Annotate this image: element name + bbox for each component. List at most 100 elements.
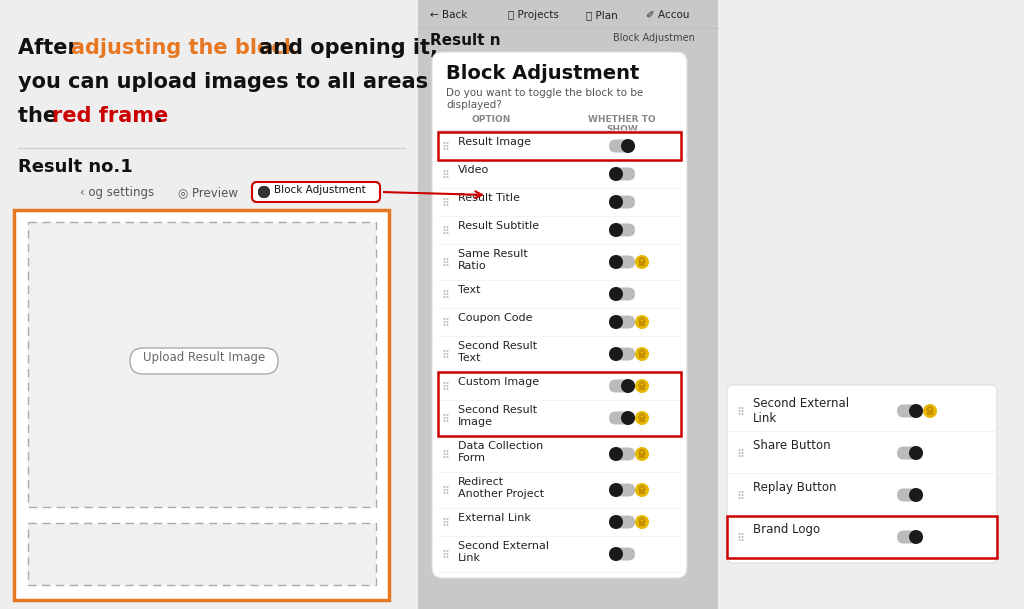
Circle shape [621,411,635,425]
Circle shape [443,518,445,520]
FancyBboxPatch shape [432,52,687,578]
FancyBboxPatch shape [609,315,635,328]
FancyBboxPatch shape [727,385,997,563]
Circle shape [443,232,445,234]
FancyBboxPatch shape [609,256,635,269]
FancyBboxPatch shape [609,484,635,496]
Circle shape [738,536,740,538]
Circle shape [609,483,623,497]
Circle shape [741,410,743,412]
Text: Second External
Link: Second External Link [458,541,549,563]
Circle shape [443,417,445,419]
Bar [418,0,718,609]
Circle shape [609,315,623,329]
Text: Result n: Result n [430,33,501,48]
Circle shape [741,494,743,496]
Circle shape [609,515,623,529]
FancyBboxPatch shape [258,186,270,198]
Text: Result Subtitle: Result Subtitle [458,221,539,231]
Bar [0,0,420,609]
Circle shape [446,492,449,494]
Circle shape [443,204,445,206]
Circle shape [443,353,445,355]
Text: Result no.1: Result no.1 [18,158,133,176]
Circle shape [741,536,743,538]
Circle shape [635,411,649,425]
Circle shape [443,290,445,292]
Circle shape [446,148,449,150]
Text: Data Collection
Form: Data Collection Form [458,441,544,463]
Circle shape [635,255,649,269]
Circle shape [446,258,449,260]
Circle shape [446,176,449,178]
Circle shape [738,452,740,454]
Circle shape [443,229,445,231]
Circle shape [443,356,445,358]
Circle shape [258,186,270,198]
Circle shape [609,167,623,181]
Circle shape [443,550,445,552]
Circle shape [446,229,449,231]
Circle shape [635,379,649,393]
Circle shape [446,293,449,295]
Text: ◎ Preview: ◎ Preview [178,186,238,199]
Circle shape [738,410,740,412]
Text: Same Result
Ratio: Same Result Ratio [458,249,527,270]
Circle shape [738,449,740,451]
Circle shape [609,287,623,301]
Text: ‹ og settings: ‹ og settings [80,186,155,199]
FancyBboxPatch shape [252,182,380,202]
FancyBboxPatch shape [609,412,635,424]
Circle shape [446,453,449,455]
Text: the: the [18,106,65,126]
Circle shape [738,491,740,493]
Circle shape [443,486,445,488]
Circle shape [443,453,445,455]
FancyBboxPatch shape [897,404,923,418]
Circle shape [741,407,743,409]
Text: .: . [155,106,163,126]
Circle shape [909,404,923,418]
Circle shape [443,456,445,458]
Circle shape [443,521,445,523]
Circle shape [446,417,449,419]
Circle shape [635,447,649,461]
Circle shape [443,489,445,491]
Circle shape [609,447,623,461]
Circle shape [446,489,449,491]
Circle shape [443,145,445,147]
Bar [639,453,645,458]
Bar [639,489,645,494]
Circle shape [443,414,445,416]
Circle shape [443,492,445,494]
Circle shape [443,553,445,555]
Circle shape [446,201,449,203]
Circle shape [443,173,445,175]
Text: you can upload images to all areas within: you can upload images to all areas withi… [18,72,509,92]
Circle shape [741,491,743,493]
FancyBboxPatch shape [897,488,923,501]
FancyBboxPatch shape [609,139,635,152]
Circle shape [446,142,449,144]
Circle shape [446,261,449,263]
Circle shape [741,455,743,457]
Circle shape [446,226,449,228]
Circle shape [738,455,740,457]
Text: adjusting the block: adjusting the block [71,38,298,58]
Text: OPTION: OPTION [472,115,511,124]
Text: Share Button: Share Button [753,439,830,452]
Circle shape [909,488,923,502]
Circle shape [443,201,445,203]
Circle shape [443,226,445,228]
Circle shape [443,264,445,266]
Circle shape [446,173,449,175]
Circle shape [446,382,449,384]
Circle shape [621,379,635,393]
Circle shape [443,296,445,298]
Circle shape [446,232,449,234]
Circle shape [741,533,743,535]
Text: Do you want to toggle the block to be
displayed?: Do you want to toggle the block to be di… [446,88,643,110]
Bar [727,516,997,558]
Circle shape [446,456,449,458]
Circle shape [446,145,449,147]
